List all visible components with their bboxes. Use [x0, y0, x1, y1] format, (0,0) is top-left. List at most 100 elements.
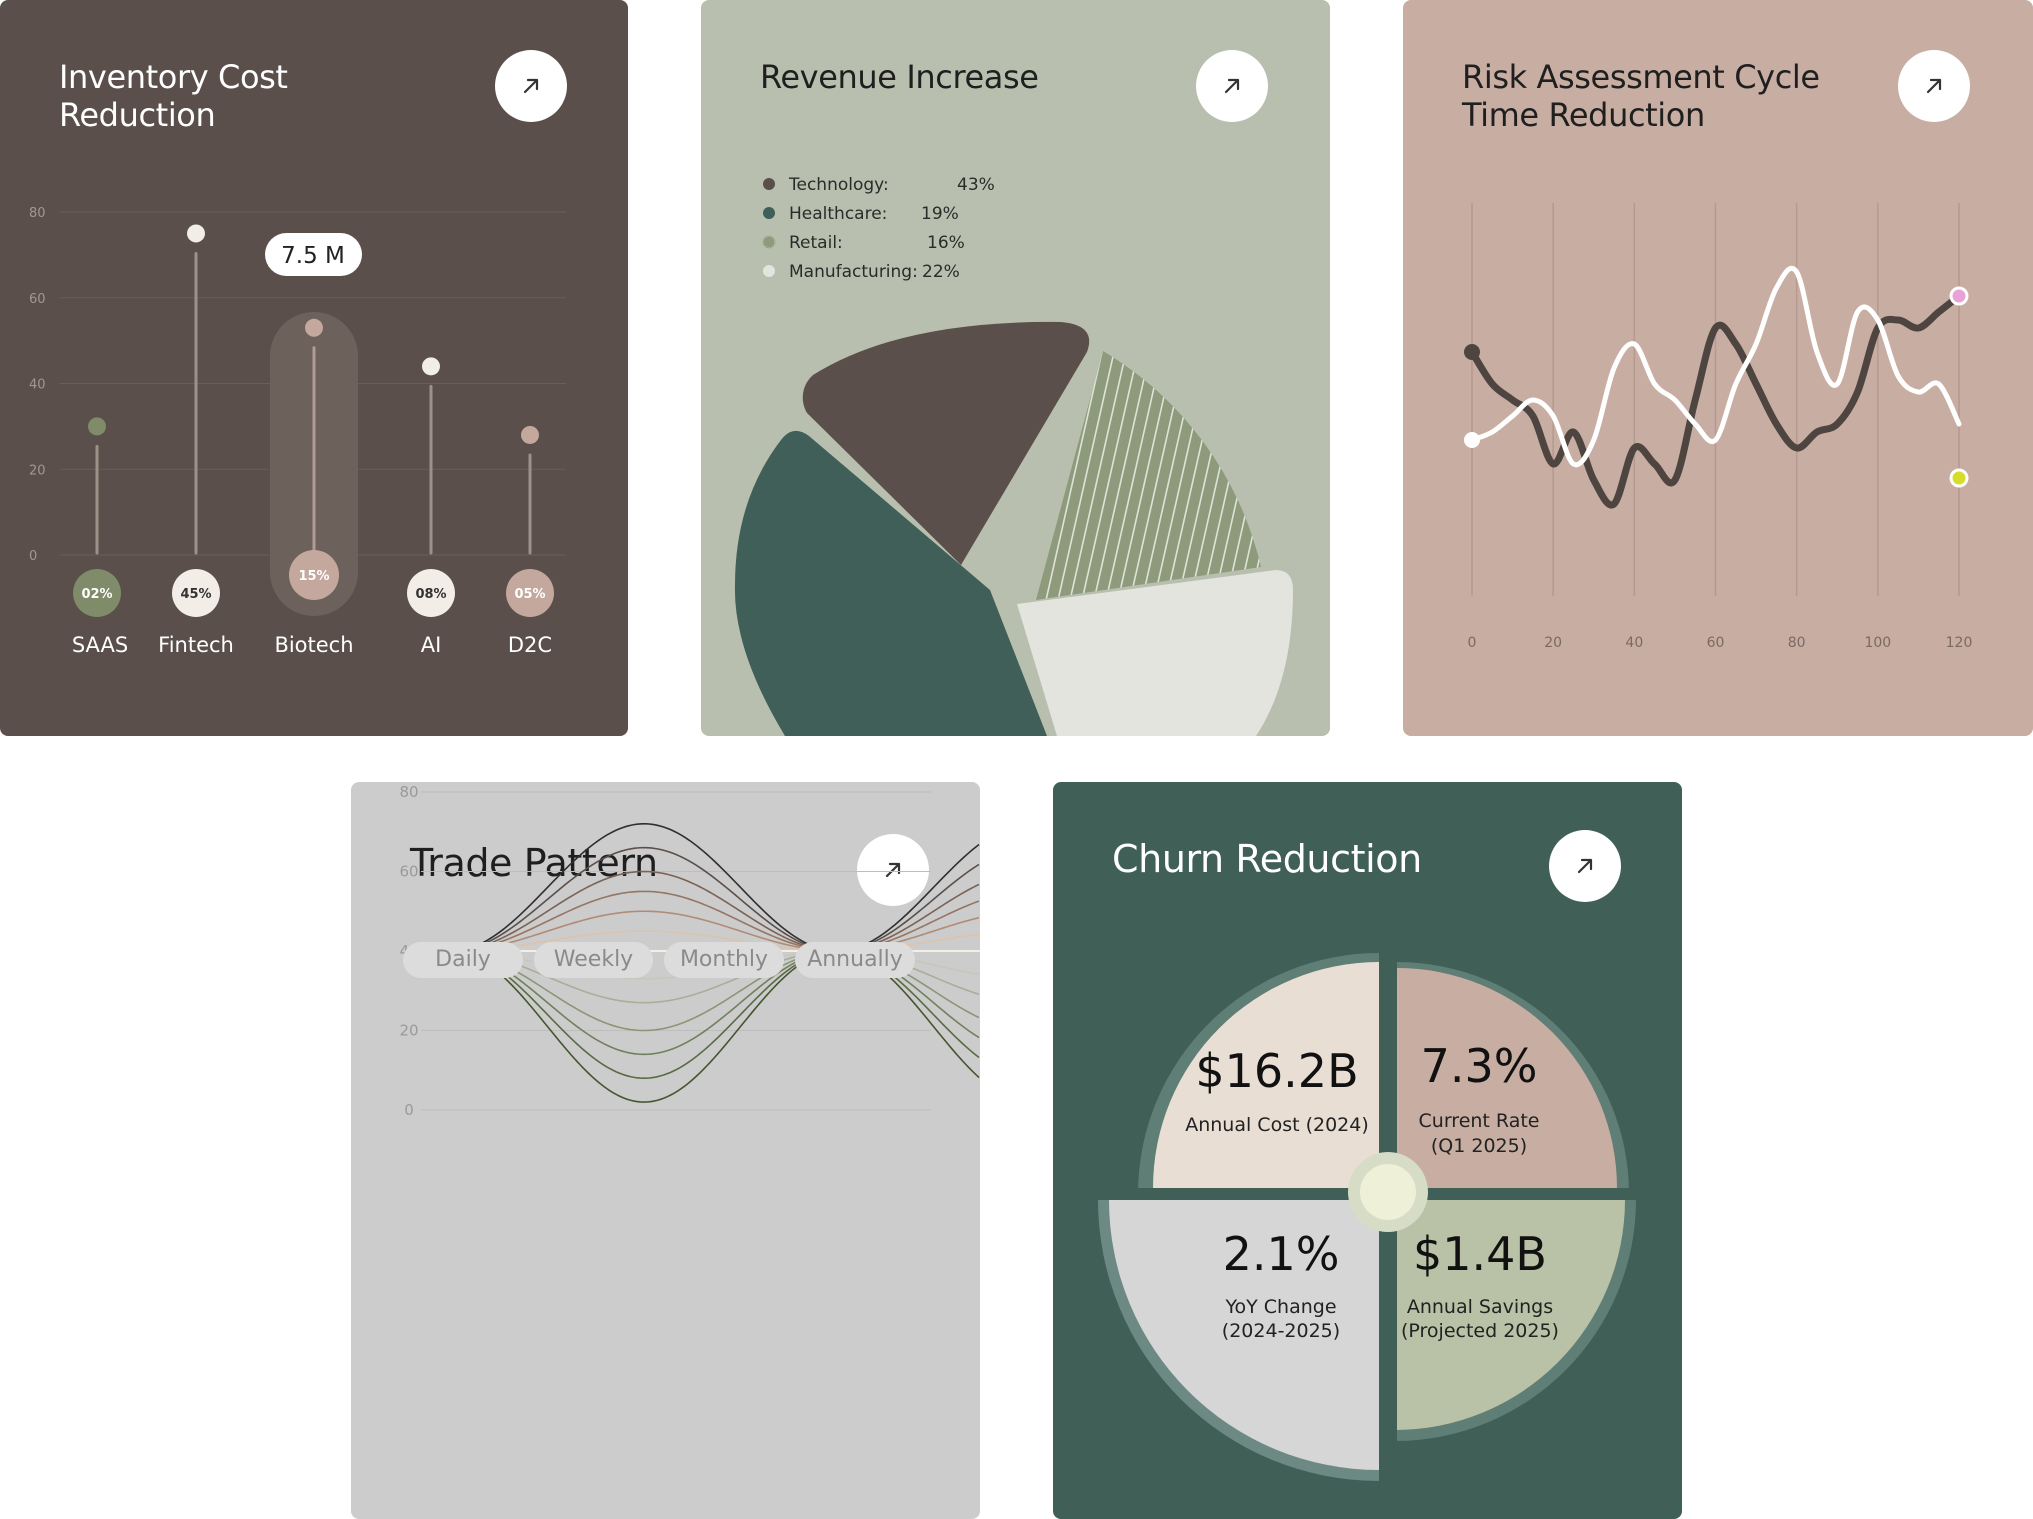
churn-card-title: Churn Reduction: [1112, 837, 1422, 881]
revenue-open-button[interactable]: [1196, 50, 1268, 122]
y-tick-label: 0: [404, 1101, 414, 1119]
hatch-line: [1048, 351, 1120, 600]
badge-label: 02%: [81, 587, 112, 602]
annual-savings-value: $1.4B: [1413, 1227, 1547, 1281]
revenue-pie-chart: Technology: 43% Healthcare: 19% Retail: …: [734, 175, 1293, 736]
pie-slice-manufacturing: [1017, 570, 1293, 736]
category-label: Fintech: [158, 633, 234, 657]
tab-monthly[interactable]: Monthly: [664, 942, 784, 978]
y-tick-label: 20: [399, 1022, 418, 1040]
wave-series-line: [450, 846, 980, 952]
inventory-lollipop-chart: 80 60 40 20 0 02% SAAS 45% Fintech 15% Biotech 08% A…: [29, 206, 566, 657]
current-rate-label-line2: (Q1 2025): [1431, 1135, 1527, 1157]
badge-label: 08%: [415, 587, 446, 602]
yoy-change-label-line2: (2024-2025): [1222, 1320, 1340, 1342]
badge-circle: [172, 569, 220, 617]
risk-title-line1: Risk Assessment Cycle: [1462, 58, 1820, 96]
annual-savings-label-line1: Annual Savings: [1407, 1296, 1553, 1318]
lollipop-dot: [422, 357, 440, 376]
risk-line-chart: 0 20 40 60 80 100 120: [1464, 203, 1973, 651]
category-label: SAAS: [72, 633, 128, 657]
tab-annually[interactable]: Annually: [795, 942, 915, 978]
arrow-up-right-icon: [1224, 78, 1240, 94]
arrow-up-right-icon: [523, 78, 539, 94]
wave-series-line: [450, 823, 980, 952]
wave-series-line: [450, 950, 980, 1103]
legend-label-manufacturing: Manufacturing:: [789, 262, 918, 282]
legend-value-healthcare: 19%: [921, 204, 959, 224]
inventory-card-title: Inventory Cost Reduction: [59, 58, 288, 134]
churn-quadrant-annual-savings: [1395, 1200, 1625, 1430]
badge-label: 05%: [514, 587, 545, 602]
tab-daily[interactable]: Daily: [403, 942, 523, 978]
yoy-change-value: 2.1%: [1223, 1227, 1340, 1281]
badge-circle: [289, 550, 339, 600]
risk-open-button[interactable]: [1898, 50, 1970, 122]
y-tick-label: 60: [29, 292, 46, 307]
category-label: Biotech: [274, 633, 353, 657]
legend-value-technology: 43%: [957, 175, 995, 195]
series-start-dot-dark: [1464, 344, 1480, 360]
pie-slice-retail: [1036, 351, 1261, 600]
inventory-card: Inventory Cost Reduction 80 60 40 20 0 02% SAA…: [0, 0, 628, 736]
legend-value-manufacturing: 22%: [922, 262, 960, 282]
badge-circle: [407, 569, 455, 617]
legend-item-technology: Technology: 43%: [763, 175, 995, 195]
legend-item-retail: Retail: 16%: [762, 233, 965, 253]
lollipop-dot: [88, 417, 106, 436]
y-tick-label: 40: [29, 378, 46, 393]
pie-slice-healthcare: [734, 430, 1047, 736]
churn-quadrant-chart: $16.2B Annual Cost (2024) 7.3% Current R…: [1093, 942, 1653, 1502]
wave-series-line: [450, 870, 980, 952]
y-tick-label: 80: [29, 206, 46, 221]
arrow-up-right-icon: [1926, 78, 1942, 94]
current-rate-label-line1: Current Rate: [1419, 1110, 1540, 1132]
legend-value-retail: 16%: [927, 233, 965, 253]
lollipop-dot: [187, 224, 205, 243]
current-rate-value: 7.3%: [1421, 1039, 1538, 1093]
series-start-dot-light: [1464, 432, 1480, 448]
x-tick-label: 0: [1468, 635, 1477, 651]
series-line-dark: [1468, 292, 1963, 509]
x-tick-label: 120: [1946, 635, 1973, 651]
lollipop-dot: [305, 318, 323, 337]
risk-title-line2: Time Reduction: [1462, 96, 1705, 134]
annual-savings-label-line2: (Projected 2025): [1401, 1320, 1559, 1342]
y-tick-label: 0: [29, 549, 37, 564]
legend-item-healthcare: Healthcare: 19%: [763, 204, 959, 224]
revenue-card: Revenue Increase Technology: 43%: [701, 0, 1330, 736]
inventory-title-line2: Reduction: [59, 96, 216, 134]
badge-circle: [73, 569, 121, 617]
y-tick-label: 60: [399, 863, 418, 881]
inventory-title-line1: Inventory Cost: [59, 58, 288, 96]
y-tick-label: 20: [29, 463, 46, 478]
churn-quadrant-current-rate: [1397, 968, 1617, 1188]
x-tick-label: 80: [1788, 635, 1806, 651]
annual-cost-value: $16.2B: [1195, 1044, 1358, 1098]
tooltip-bg: [265, 233, 362, 276]
wave-series-line: [450, 890, 980, 952]
revenue-card-title: Revenue Increase: [760, 58, 1039, 96]
inventory-open-button[interactable]: [495, 50, 567, 122]
churn-open-button[interactable]: [1549, 830, 1621, 902]
annual-cost-label: Annual Cost (2024): [1185, 1114, 1369, 1136]
hatch-line: [1072, 351, 1144, 600]
legend-label-retail: Retail:: [789, 233, 843, 253]
series-line-light: [1469, 265, 1962, 468]
trade-open-button[interactable]: [857, 834, 929, 906]
badge-label: 45%: [180, 587, 211, 602]
x-tick-label: 60: [1707, 635, 1725, 651]
pie-slice-technology: [802, 321, 1090, 565]
badge-circle: [506, 569, 554, 617]
churn-quadrant-annual-cost: [1153, 962, 1379, 1188]
x-tick-label: 100: [1864, 635, 1891, 651]
x-tick-label: 20: [1544, 635, 1562, 651]
legend-label-technology: Technology:: [788, 175, 889, 195]
tab-weekly[interactable]: Weekly: [534, 942, 653, 978]
arrow-up-right-icon: [1577, 858, 1593, 874]
risk-card: Risk Assessment Cycle Time Reduction 0 20…: [1403, 0, 2033, 736]
yoy-change-label-line1: YoY Change: [1224, 1296, 1336, 1318]
legend-item-manufacturing: Manufacturing: 22%: [763, 262, 960, 282]
arrow-up-right-icon: [885, 862, 901, 878]
